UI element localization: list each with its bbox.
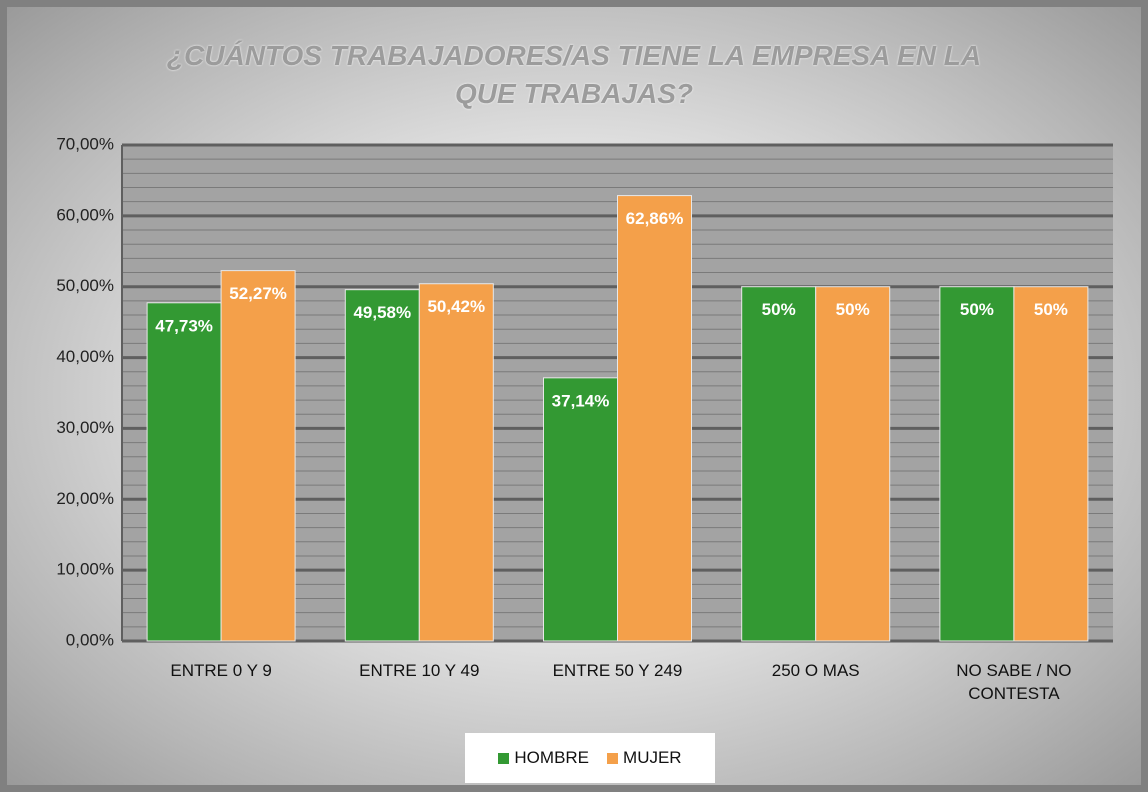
y-tick-label: 0,00% — [66, 630, 114, 649]
data-label: 50% — [836, 300, 870, 319]
bar — [146, 302, 222, 642]
x-tick-label: 250 O MAS — [771, 661, 860, 680]
bar — [1013, 286, 1089, 642]
bar — [418, 283, 494, 642]
legend-item: HOMBRE — [498, 748, 589, 768]
chart-title: ¿CUÁNTOS TRABAJADORES/AS TIENE LA EMPRES… — [166, 40, 982, 109]
data-label: 52,27% — [229, 284, 287, 303]
y-tick-label: 30,00% — [56, 418, 114, 437]
y-tick-label: 40,00% — [56, 347, 114, 366]
bar — [741, 286, 817, 642]
data-label: 50% — [960, 300, 994, 319]
data-label: 49,58% — [353, 303, 411, 322]
y-tick-label: 60,00% — [56, 205, 114, 224]
legend-swatch — [607, 752, 619, 764]
legend-label: MUJER — [623, 748, 682, 767]
data-label: 37,14% — [552, 391, 610, 410]
bar — [344, 289, 420, 642]
data-label: 50% — [762, 300, 796, 319]
y-tick-label: 20,00% — [56, 489, 114, 508]
data-label: 62,86% — [626, 209, 684, 228]
bar — [220, 270, 296, 642]
y-tick-label: 10,00% — [56, 560, 114, 579]
x-tick-label: ENTRE 50 Y 249 — [552, 661, 683, 680]
bar — [617, 195, 692, 642]
data-label: 50% — [1034, 300, 1068, 319]
data-label: 50,42% — [427, 297, 485, 316]
y-tick-label: 70,00% — [56, 134, 114, 153]
legend-label: HOMBRE — [514, 748, 590, 767]
y-tick-label: 50,00% — [56, 276, 114, 295]
x-tick-label: NO SABE / NO CONTESTA — [956, 661, 1072, 703]
data-label: 47,73% — [155, 316, 213, 335]
bar — [939, 286, 1015, 642]
x-tick-label: ENTRE 10 Y 49 — [359, 661, 480, 680]
bar — [543, 377, 618, 642]
x-tick-label: ENTRE 0 Y 9 — [170, 661, 272, 680]
legend: HOMBRE MUJER — [465, 733, 715, 783]
bar — [815, 286, 891, 642]
legend-swatch — [498, 752, 510, 764]
legend-item: MUJER — [607, 748, 682, 768]
